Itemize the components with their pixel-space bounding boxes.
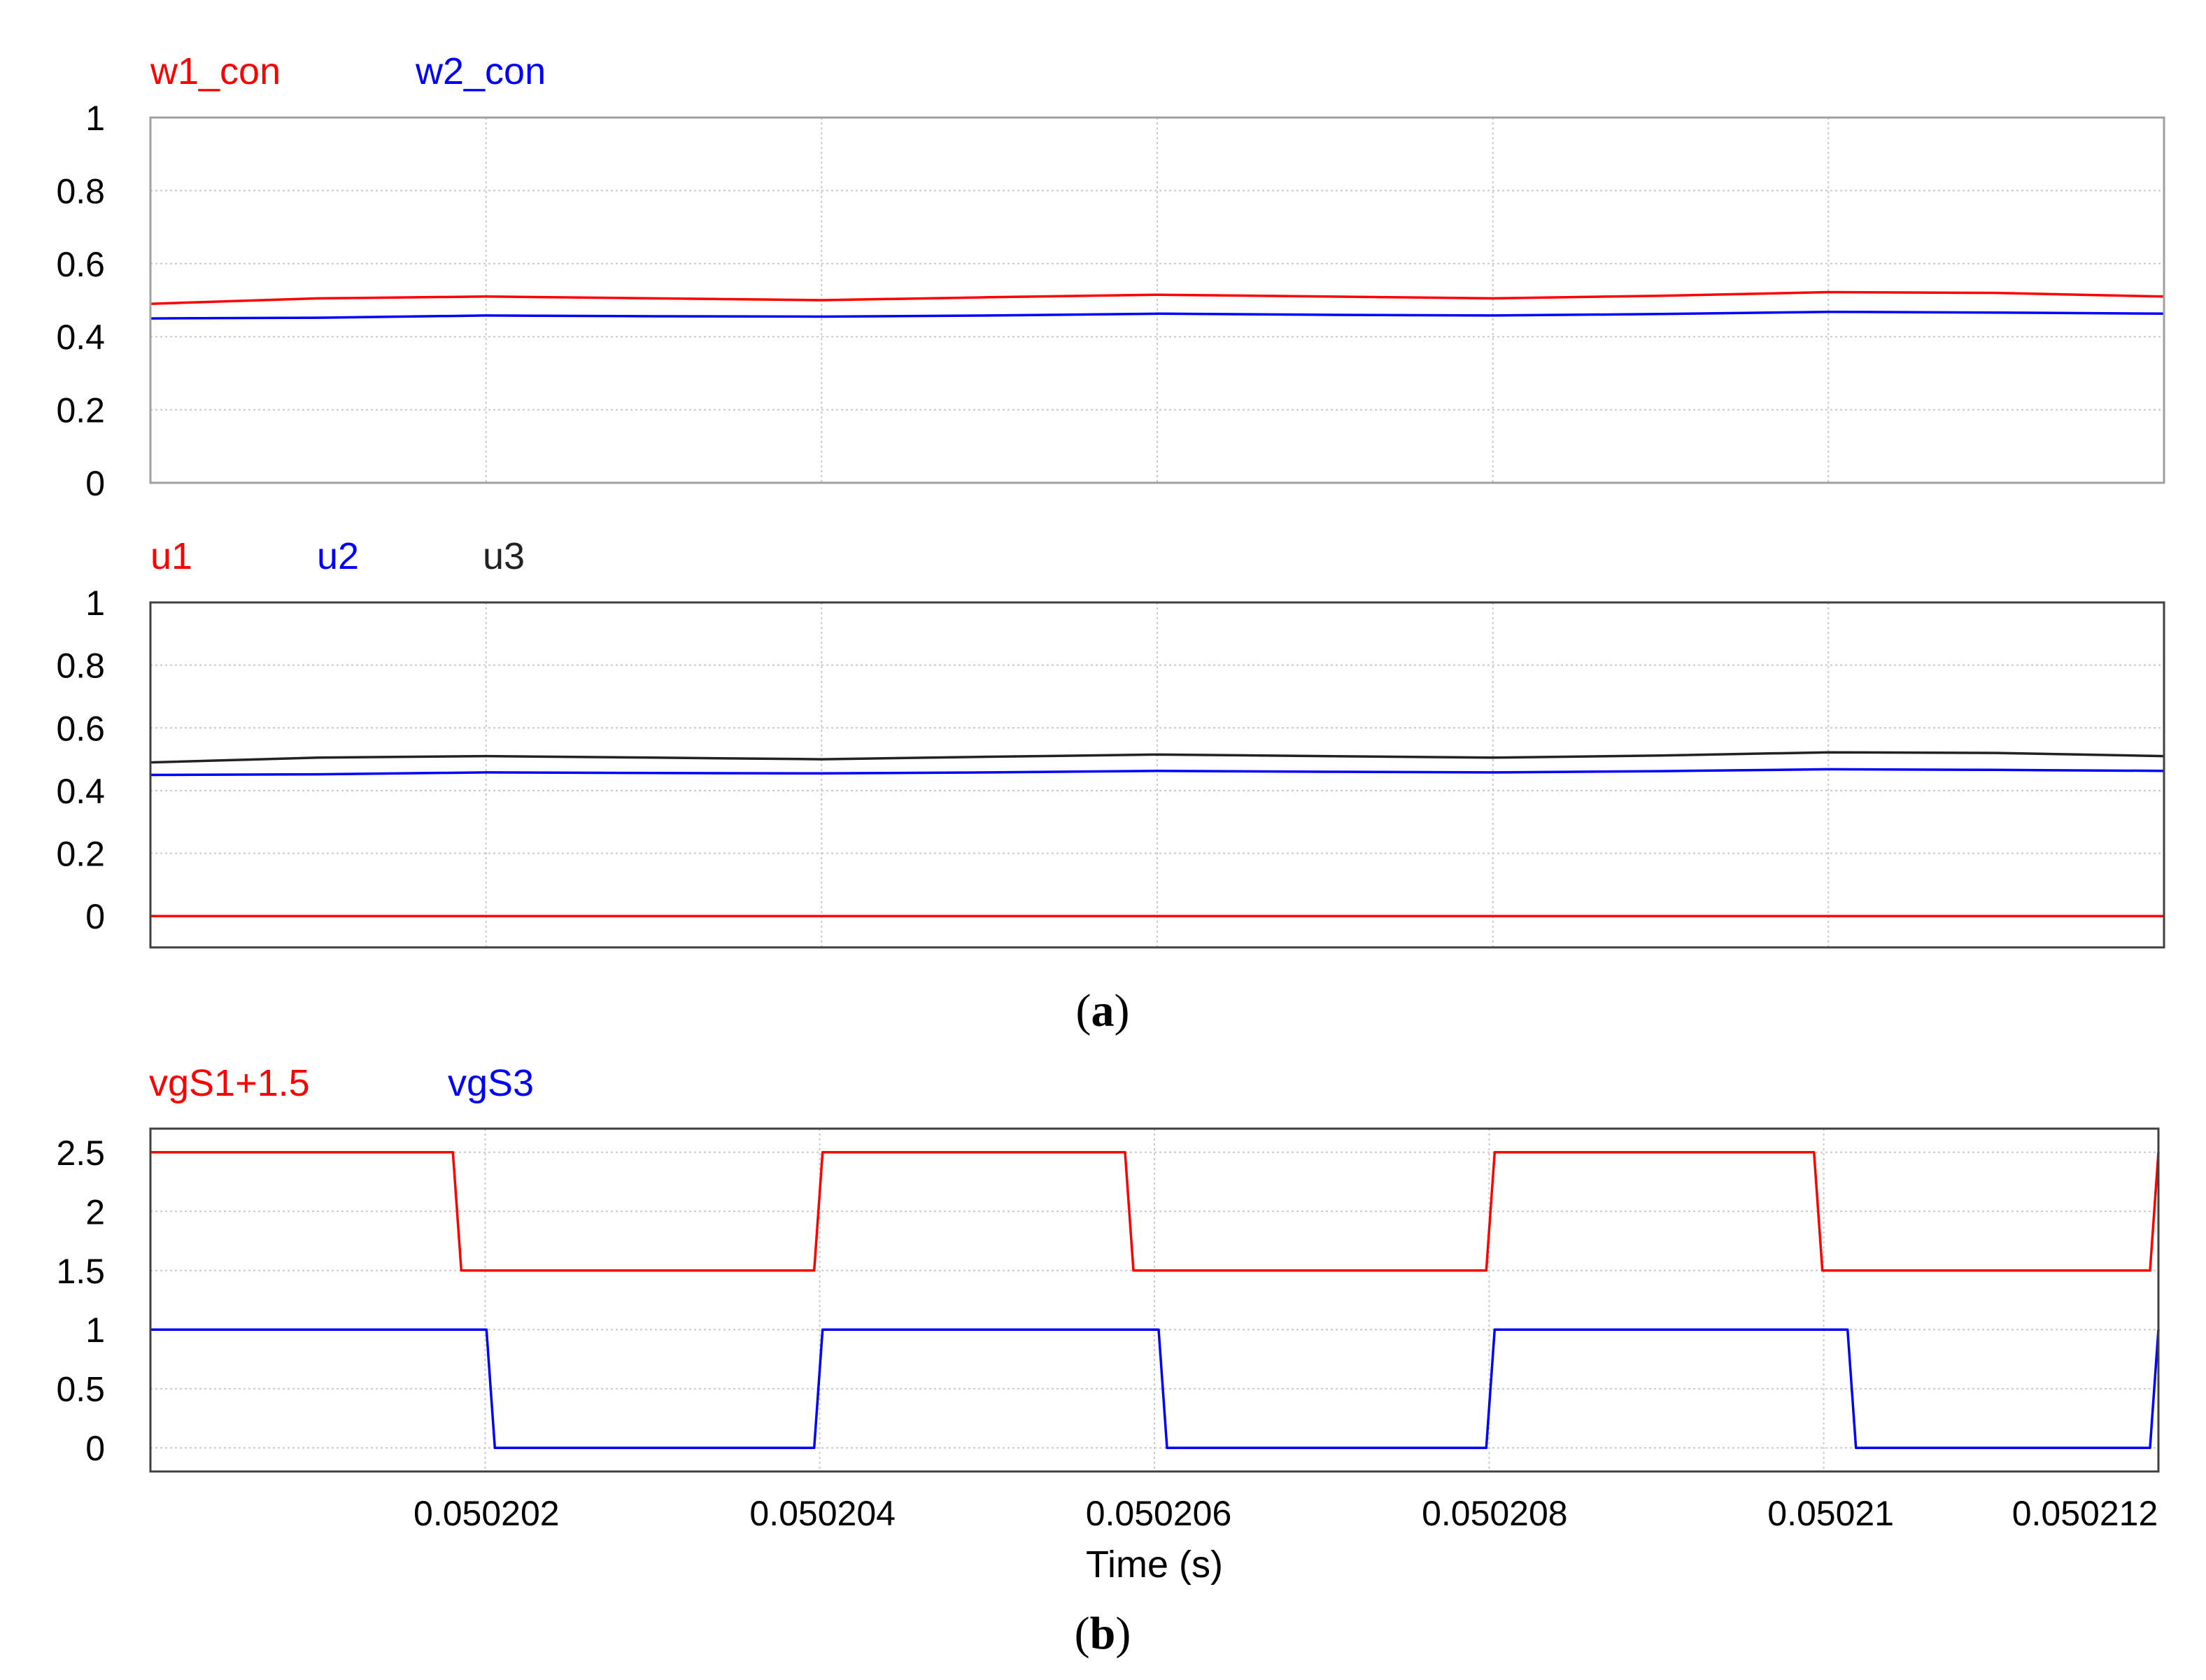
panel-vgs: vgS1+1.5 vgS3 00.511.522.5 0.050202 0.050… <box>56 1062 2160 1586</box>
series-line-w2-con <box>150 310 2165 320</box>
x-tick-label: 0.050208 <box>1422 1494 1568 1533</box>
plot-frame-w-con <box>149 116 2165 484</box>
series-line-w1-con <box>150 290 2165 305</box>
y-tick-label: 1 <box>85 99 105 138</box>
x-tick-label: 0.050202 <box>413 1494 560 1533</box>
y-tick-label: 0.6 <box>56 245 105 284</box>
series-line-u2 <box>150 768 2165 777</box>
y-tick-label: 2 <box>85 1192 105 1231</box>
grid-w-con <box>150 117 2164 483</box>
y-tick-label: 0.4 <box>56 318 105 357</box>
x-axis-label: Time (s) <box>1086 1544 1223 1586</box>
traces-w-con <box>150 290 2165 320</box>
legend-u3: u3 <box>483 535 525 577</box>
x-tick-label: 0.050212 <box>2012 1494 2158 1533</box>
panel-w-con: w1_con w2_con 0 0.2 0.4 0.6 0.8 1 <box>56 50 2165 503</box>
series-line-vgs3 <box>150 1328 2160 1449</box>
y-tick-label: 1.5 <box>56 1252 105 1291</box>
y-tick-label: 2.5 <box>56 1134 105 1173</box>
legend-w2-con: w2_con <box>415 50 546 92</box>
traces-u <box>150 751 2165 917</box>
traces-vgs <box>150 1151 2160 1449</box>
x-tick-label: 0.05021 <box>1767 1494 1894 1533</box>
y-tick-label: 0 <box>85 464 105 503</box>
plot-frame-u <box>149 601 2165 949</box>
x-ticks-vgs: 0.050202 0.050204 0.050206 0.050208 0.05021 0… <box>413 1494 2158 1533</box>
panel-u: u1 u2 u3 0 0.2 0.4 0.6 0.8 1 <box>56 535 2165 949</box>
y-tick-label: 0.2 <box>56 835 105 874</box>
x-tick-label: 0.050204 <box>749 1494 896 1533</box>
grid-vgs <box>150 1129 2158 1471</box>
legend-vgs3: vgS3 <box>448 1062 534 1104</box>
grid-u <box>150 602 2164 947</box>
series-line-vgs1-1-5 <box>150 1151 2160 1272</box>
plot-frame-vgs <box>149 1127 2160 1473</box>
y-tick-label: 0.4 <box>56 772 105 811</box>
y-tick-label: 1 <box>85 584 105 623</box>
y-tick-label: 0 <box>85 897 105 936</box>
series-line-u3 <box>150 751 2165 764</box>
y-tick-label: 0.2 <box>56 391 105 430</box>
y-tick-label: 1 <box>85 1311 105 1350</box>
y-ticks-u: 0 0.2 0.4 0.6 0.8 1 <box>56 584 105 936</box>
y-tick-label: 0.6 <box>56 709 105 748</box>
y-tick-label: 0.5 <box>56 1370 105 1409</box>
legend-w1-con: w1_con <box>150 50 281 92</box>
caption-b: (b) <box>1075 1608 1131 1659</box>
x-tick-label: 0.050206 <box>1086 1494 1232 1533</box>
y-tick-label: 0 <box>85 1429 105 1468</box>
y-tick-label: 0.8 <box>56 647 105 686</box>
caption-a: (a) <box>1076 985 1130 1036</box>
y-ticks-vgs: 0 0.5 1 1.5 2 2.5 <box>56 1134 105 1468</box>
y-tick-label: 0.8 <box>56 171 105 211</box>
legend-vgs1: vgS1+1.5 <box>149 1062 310 1104</box>
legend-u2: u2 <box>317 535 359 577</box>
legend-u1: u1 <box>150 535 192 577</box>
y-ticks-w-con: 0 0.2 0.4 0.6 0.8 1 <box>56 99 105 503</box>
